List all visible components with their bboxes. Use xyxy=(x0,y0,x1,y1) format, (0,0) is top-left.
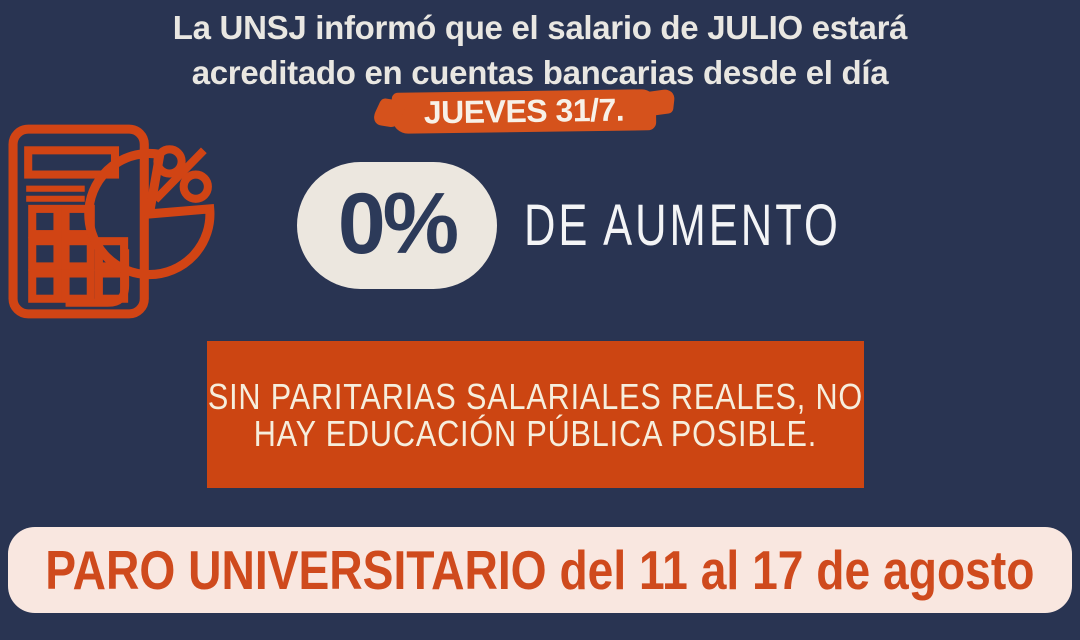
increase-label-text: DE AUMENTO xyxy=(524,192,841,258)
header-line-2: acreditado en cuentas bancarias desde el… xyxy=(191,54,889,91)
message-box: SIN PARITARIAS SALARIALES REALES, NO HAY… xyxy=(207,341,864,488)
date-banner-text: JUEVES 31/7. xyxy=(423,91,625,131)
increase-label: DE AUMENTO xyxy=(524,190,946,260)
date-brush-banner: JUEVES 31/7. xyxy=(391,89,657,134)
message-line-1: SIN PARITARIAS SALARIALES REALES, NO xyxy=(207,375,864,417)
header-text: La UNSJ informó que el salario de JULIO … xyxy=(0,5,1080,95)
footer-banner-text: PARO UNIVERSITARIO del 11 al 17 de agost… xyxy=(45,539,1035,601)
footer-banner: PARO UNIVERSITARIO del 11 al 17 de agost… xyxy=(8,527,1072,613)
zero-percent-pill: 0% xyxy=(297,162,497,289)
header-line-1: La UNSJ informó que el salario de JULIO … xyxy=(172,9,908,46)
message-line-2: HAY EDUCACIÓN PÚBLICA POSIBLE. xyxy=(253,412,818,454)
calculator-pie-percent-icon xyxy=(8,116,220,328)
zero-percent-value: 0% xyxy=(337,175,459,272)
